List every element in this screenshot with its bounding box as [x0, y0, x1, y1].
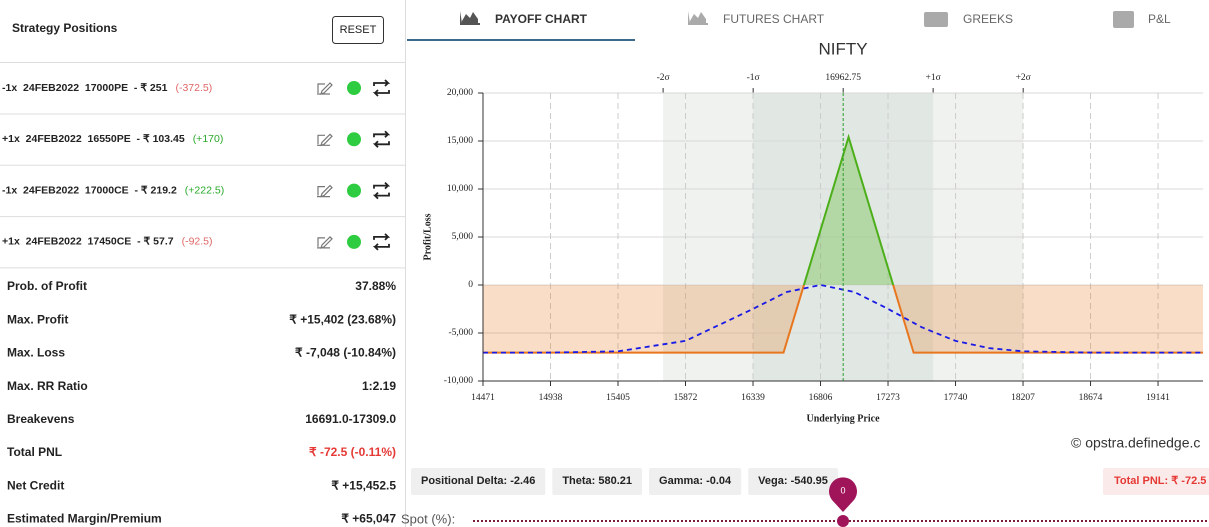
panel-title: Strategy Positions — [12, 21, 118, 35]
y-tick-label: -5,000 — [448, 328, 473, 338]
tab-label[interactable]: P&L — [1148, 12, 1171, 26]
payoff-loss-line — [483, 285, 1203, 354]
top-tick-label: -1σ — [747, 73, 760, 83]
stat-label: Total PNL — [7, 445, 62, 459]
stat-label: Max. Loss — [7, 346, 65, 360]
x-tick-label: 15405 — [606, 393, 630, 403]
reset-button[interactable] — [332, 16, 384, 44]
total-pnl: Total PNL: ₹ -72.5 — [1114, 475, 1206, 487]
greek-pill — [411, 468, 546, 495]
swap-icon[interactable] — [372, 233, 391, 251]
stat-value: ₹ -72.5 (-0.11%) — [309, 445, 396, 459]
y-axis-label: Profit/Loss — [422, 213, 433, 260]
slider-pin[interactable] — [829, 477, 858, 512]
x-tick-label: 14938 — [539, 393, 563, 403]
tab-label[interactable]: GREEKS — [963, 12, 1013, 26]
top-tick-label: +1σ — [926, 73, 941, 83]
tab-label[interactable]: PAYOFF CHART — [495, 12, 588, 26]
position-text: +1x 24FEB2022 17450CE - ₹ 57.7 — [2, 236, 174, 248]
position-text: -1x 24FEB2022 17000PE - ₹ 251 — [2, 82, 168, 94]
stat-value: ₹ -7,048 (-10.84%) — [295, 346, 396, 360]
slider-value: 0 — [840, 485, 845, 495]
x-tick-label: 19141 — [1146, 393, 1170, 403]
position-pnl: (+170) — [193, 133, 224, 145]
y-tick-label: 20,000 — [447, 88, 473, 98]
position-text: -1x 24FEB2022 17000CE - ₹ 219.2 — [2, 184, 177, 196]
tab-label[interactable]: FUTURES CHART — [723, 12, 825, 26]
stat-label: Estimated Margin/Premium — [7, 512, 162, 526]
payoff-profit-line — [802, 133, 895, 285]
x-tick-label: 17273 — [876, 393, 900, 403]
stat-label: Net Credit — [7, 478, 64, 492]
edit-icon[interactable] — [317, 236, 333, 249]
tab-icon — [924, 12, 948, 27]
status-dot — [347, 81, 361, 95]
x-tick-label: 18674 — [1079, 393, 1103, 403]
x-axis-label: Underlying Price — [806, 413, 880, 424]
top-tick-label: -2σ — [657, 73, 670, 83]
stat-value: 16691.0-17309.0 — [305, 412, 396, 426]
tab-icons — [460, 11, 1134, 28]
swap-icon[interactable] — [372, 130, 391, 148]
greek-text: Gamma: -0.04 — [659, 475, 732, 487]
greek-pill — [552, 468, 643, 495]
greek-text: Positional Delta: -2.46 — [421, 475, 535, 487]
stat-value: 37.88% — [355, 279, 396, 293]
x-tick-label: 16806 — [809, 393, 833, 403]
total-pnl-pill — [1103, 468, 1209, 495]
reset-label[interactable]: RESET — [340, 24, 377, 36]
loss-area — [483, 285, 1203, 353]
position-text: +1x 24FEB2022 16550PE - ₹ 103.45 — [2, 133, 185, 145]
stat-value: 1:2.19 — [362, 379, 396, 393]
greek-pill — [649, 468, 742, 495]
position-pnl: (+222.5) — [185, 184, 224, 196]
y-tick-label: -10,000 — [444, 376, 474, 386]
watermark: © opstra.definedge.c — [1071, 435, 1200, 451]
greek-text: Theta: 580.21 — [562, 475, 632, 487]
chart-title: NIFTY — [818, 39, 867, 58]
tab-icon — [688, 11, 708, 25]
x-tick-label: 15872 — [674, 393, 698, 403]
edit-icon[interactable] — [317, 82, 333, 95]
stat-value: ₹ +65,047 — [341, 512, 396, 526]
status-dot — [347, 183, 361, 198]
top-tick-label: 16962.75 — [825, 73, 861, 83]
x-tick-label: 14471 — [471, 393, 495, 403]
stat-value: ₹ +15,452.5 — [331, 478, 396, 492]
x-tick-label: 17740 — [944, 393, 968, 403]
tab-icon — [1113, 11, 1134, 28]
edit-icon[interactable] — [317, 184, 333, 198]
y-tick-label: 0 — [468, 280, 473, 290]
y-tick-label: 5,000 — [452, 232, 474, 242]
stat-label: Max. RR Ratio — [7, 379, 88, 393]
profit-area — [483, 137, 1203, 285]
status-dot — [347, 132, 361, 147]
status-dot — [347, 234, 361, 249]
x-tick-label: 16339 — [741, 393, 765, 403]
position-pnl: (-92.5) — [182, 236, 213, 248]
greek-pill — [748, 468, 838, 495]
top-tick-label: +2σ — [1016, 73, 1031, 83]
slider-thumb[interactable] — [837, 515, 849, 527]
edit-icon[interactable] — [317, 133, 333, 147]
slider-label: Spot (%): — [401, 511, 455, 526]
stat-label: Max. Profit — [7, 312, 68, 326]
swap-icon[interactable] — [372, 181, 391, 200]
y-tick-label: 15,000 — [447, 136, 473, 146]
stat-label: Prob. of Profit — [7, 279, 87, 293]
greek-text: Vega: -540.95 — [758, 475, 828, 487]
position-pnl: (-372.5) — [175, 82, 212, 94]
y-tick-label: 10,000 — [447, 184, 473, 194]
stat-value: ₹ +15,402 (23.68%) — [289, 312, 396, 326]
x-tick-label: 18207 — [1011, 393, 1035, 403]
stat-label: Breakevens — [7, 412, 75, 426]
swap-icon[interactable] — [372, 79, 391, 97]
tab-icon — [460, 11, 480, 25]
